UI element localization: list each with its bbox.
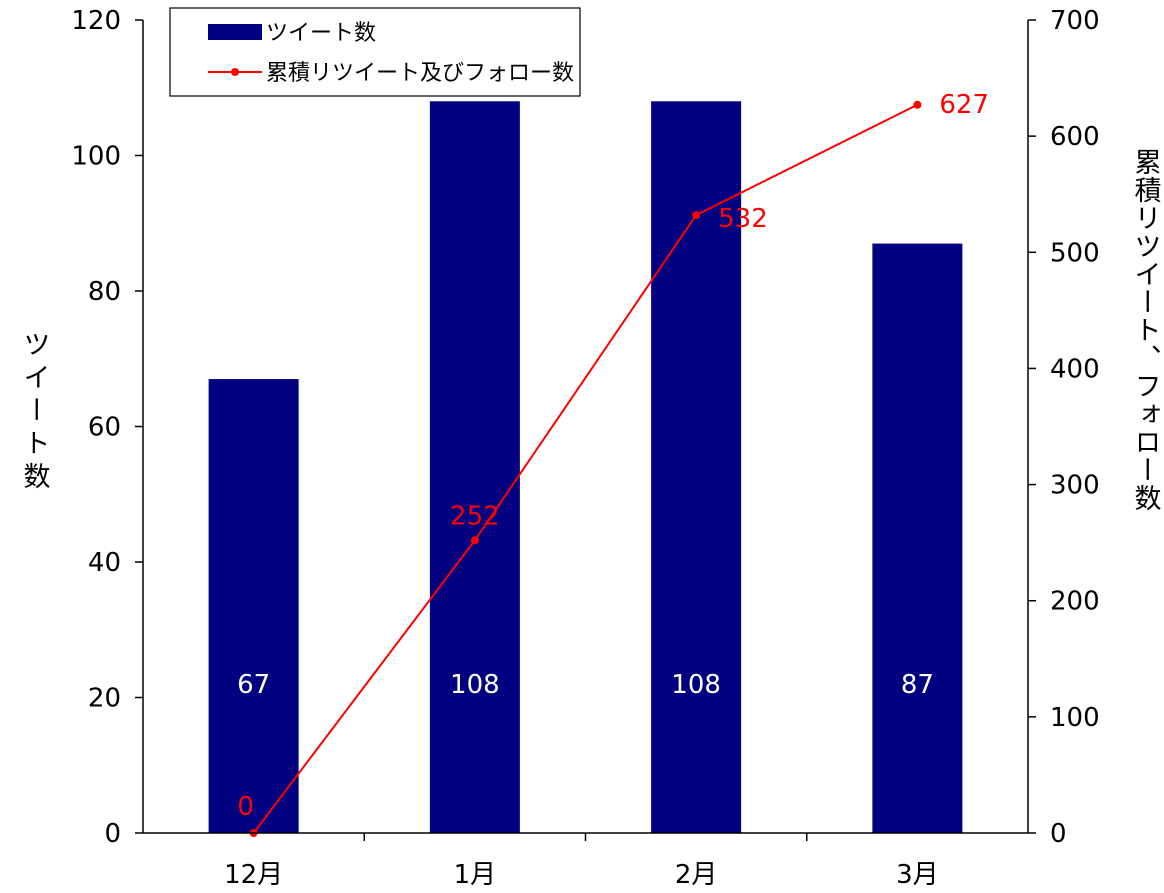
- legend-line-marker: [231, 68, 239, 76]
- x-category-label-0: 12月: [224, 860, 283, 890]
- legend-line-label: 累積リツイート及びフォロー数: [266, 61, 574, 86]
- left-tick-label-0: 0: [104, 819, 121, 849]
- line-value-label-2: 532: [718, 204, 768, 234]
- x-category-label-2: 2月: [675, 860, 718, 890]
- bar-2: [651, 101, 742, 834]
- line-layer: [249, 100, 922, 837]
- left-tick-label-1: 20: [88, 684, 121, 714]
- line-point-3: [913, 100, 922, 109]
- bar-value-label-1: 108: [450, 670, 500, 700]
- left-tick-label-6: 120: [71, 6, 121, 36]
- left-tick-label-3: 60: [88, 413, 121, 443]
- left-tick-label-2: 40: [88, 548, 121, 578]
- right-tick-label-6: 600: [1050, 122, 1100, 152]
- right-tick-label-3: 300: [1050, 471, 1100, 501]
- bar-value-label-3: 87: [901, 670, 934, 700]
- legend-box: [169, 7, 581, 97]
- left-tick-label-5: 100: [71, 142, 121, 172]
- cumulative-line: [252, 103, 918, 834]
- bar-0: [208, 379, 299, 833]
- legend-bar-label: ツイート数: [266, 21, 376, 46]
- right-tick-label-1: 100: [1050, 703, 1100, 733]
- right-axis-title: 累積リツイート、フォロー数: [1130, 148, 1162, 512]
- line-point-1: [470, 536, 479, 545]
- legend-bar-swatch: [208, 24, 262, 40]
- labels-layer: 67 108 108 87 0 252 532 627: [237, 90, 989, 822]
- line-point-2: [692, 211, 701, 220]
- right-tick-label-2: 200: [1050, 587, 1100, 617]
- line-value-label-0: 0: [237, 792, 254, 822]
- bar-3: [872, 243, 963, 833]
- legend: ツイート数 累積リツイート及びフォロー数: [169, 7, 581, 97]
- line-value-label-3: 627: [939, 90, 989, 120]
- bar-value-label-0: 67: [237, 670, 270, 700]
- left-tick-label-4: 80: [88, 277, 121, 307]
- right-tick-label-0: 0: [1050, 819, 1067, 849]
- x-category-label-3: 3月: [896, 860, 939, 890]
- bars-layer: [208, 101, 963, 834]
- right-tick-label-5: 500: [1050, 238, 1100, 268]
- bar-1: [429, 101, 520, 834]
- bar-value-label-2: 108: [671, 670, 721, 700]
- right-tick-label-7: 700: [1050, 6, 1100, 36]
- x-category-label-1: 1月: [454, 860, 497, 890]
- ticks-layer: 0 20 40 60 80 100 120 0 100 200 300 400 500 600 700 12月…: [71, 6, 1099, 890]
- line-value-label-1: 252: [450, 501, 500, 531]
- right-tick-label-4: 400: [1050, 354, 1100, 384]
- left-axis-title: ツイート数: [19, 330, 50, 495]
